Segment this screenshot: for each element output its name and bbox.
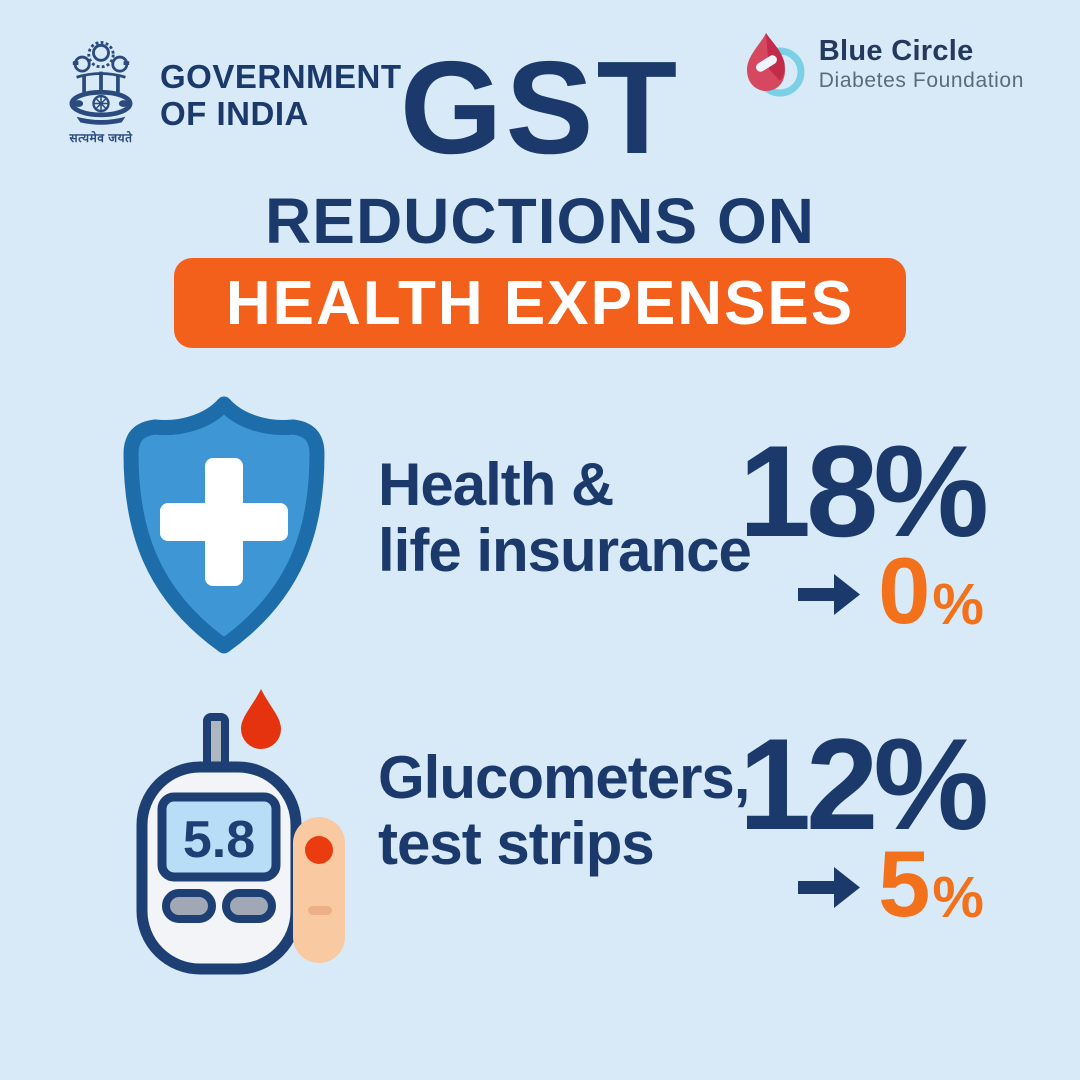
emblem-motto: सत्यमेव जयते <box>69 131 133 145</box>
arrow-right-icon <box>798 867 861 908</box>
government-name-line1: GOVERNMENT <box>160 58 402 95</box>
blood-drop-icon <box>241 689 281 749</box>
row-label-line2: test strips <box>378 810 655 877</box>
blue-circle-drop-icon <box>746 33 805 97</box>
government-name: GOVERNMENT OF INDIA <box>160 58 402 132</box>
lion-capital-icon <box>69 41 133 125</box>
row-label-line2: life insurance <box>378 517 752 584</box>
row-label: Health & life insurance <box>378 451 752 584</box>
new-rate-value: 0 <box>878 538 930 643</box>
arrow-right-icon <box>798 574 861 615</box>
row-label-line1: Glucometers, <box>378 744 750 811</box>
shield-cross-icon <box>123 396 325 654</box>
glucometer-icon: 5.8 <box>136 689 345 975</box>
glucometer-button-right <box>222 889 276 923</box>
finger-icon <box>293 817 345 963</box>
cross-horizontal <box>160 503 288 541</box>
rate-change: 18% 0 % <box>738 418 989 643</box>
government-name-line2: OF INDIA <box>160 95 309 132</box>
new-rate-value: 5 <box>878 831 930 936</box>
glucometer-button-left <box>162 889 216 923</box>
title-subheading: REDUCTIONS ON <box>265 185 815 257</box>
new-rate: 5 % <box>798 831 984 936</box>
glucometer-screen <box>157 792 281 882</box>
new-rate-unit: % <box>932 572 984 637</box>
old-rate: 12% <box>738 711 989 857</box>
title-gst: GST <box>399 34 681 181</box>
blue-circle-logo: Blue Circle Diabetes Foundation <box>739 28 1024 100</box>
government-of-india-logo: सत्यमेव जयते GOVERNMENT OF INDIA <box>56 34 402 146</box>
new-rate: 0 % <box>798 538 984 643</box>
foundation-name: Blue Circle <box>818 35 974 67</box>
old-rate: 18% <box>738 418 989 564</box>
row-label-line1: Health & <box>378 451 614 518</box>
foundation-tagline: Diabetes Foundation <box>818 69 1024 92</box>
new-rate-unit: % <box>932 865 984 930</box>
glucometer-reading: 5.8 <box>183 811 255 869</box>
row-health-life-insurance: Health & life insurance 18% 0 % <box>0 390 1080 675</box>
health-expenses-banner: HEALTH EXPENSES <box>174 258 906 348</box>
foundation-text: Blue Circle Diabetes Foundation <box>819 35 1024 93</box>
rate-change: 12% 5 % <box>738 711 989 936</box>
ashoka-emblem-icon: सत्यमेव जयते <box>56 34 146 146</box>
banner-label: HEALTH EXPENSES <box>225 268 855 338</box>
row-glucometers-test-strips: 5.8 Glucometers, test strips 12% 5 <box>0 683 1080 988</box>
row-label: Glucometers, test strips <box>378 744 750 877</box>
